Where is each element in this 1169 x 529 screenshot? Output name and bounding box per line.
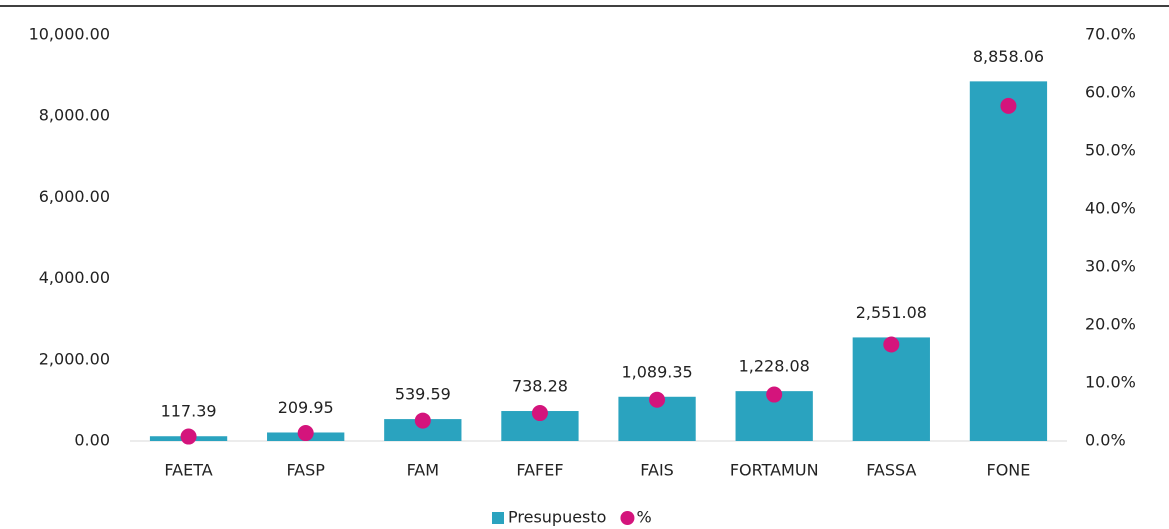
dot bbox=[531, 405, 548, 422]
x-tick-label: FAIS bbox=[640, 461, 674, 480]
dot bbox=[414, 412, 431, 429]
y-tick-label: 8,000.00 bbox=[39, 106, 110, 125]
dot bbox=[180, 428, 197, 445]
dot bbox=[766, 386, 783, 403]
data-label: 2,551.08 bbox=[856, 303, 927, 322]
y2-tick-label: 10.0% bbox=[1085, 373, 1136, 392]
legend-swatch bbox=[620, 511, 635, 525]
dot bbox=[1000, 97, 1017, 114]
legend-label: Presupuesto bbox=[508, 508, 606, 527]
legend-label: % bbox=[636, 508, 651, 527]
data-label: 209.95 bbox=[278, 398, 334, 417]
data-label: 1,228.08 bbox=[739, 357, 810, 376]
dot bbox=[297, 425, 314, 442]
bar bbox=[384, 419, 462, 441]
x-tick-label: FASSA bbox=[866, 461, 916, 480]
y2-tick-label: 50.0% bbox=[1085, 141, 1136, 160]
bar bbox=[852, 337, 930, 441]
data-label: 1,089.35 bbox=[621, 362, 692, 381]
x-tick-label: FAETA bbox=[164, 461, 212, 480]
y2-tick-label: 30.0% bbox=[1085, 257, 1136, 276]
y-tick-label: 2,000.00 bbox=[39, 349, 110, 368]
y-tick-label: 4,000.00 bbox=[39, 268, 110, 287]
x-tick-label: FAM bbox=[407, 461, 439, 480]
y2-tick-label: 40.0% bbox=[1085, 199, 1136, 218]
data-label: 117.39 bbox=[161, 402, 217, 421]
data-label: 8,858.06 bbox=[973, 47, 1044, 66]
dot bbox=[883, 336, 900, 353]
data-label: 539.59 bbox=[395, 385, 451, 404]
y2-tick-label: 70.0% bbox=[1085, 25, 1136, 44]
x-tick-label: FONE bbox=[987, 461, 1031, 480]
bar bbox=[969, 81, 1048, 441]
y-tick-label: 0.00 bbox=[74, 431, 110, 450]
y-tick-label: 10,000.00 bbox=[29, 25, 110, 44]
x-tick-label: FASP bbox=[286, 461, 325, 480]
dot bbox=[649, 391, 666, 408]
x-tick-label: FORTAMUN bbox=[730, 461, 819, 480]
y-tick-label: 6,000.00 bbox=[39, 187, 110, 206]
y2-tick-label: 0.0% bbox=[1085, 431, 1126, 450]
legend-swatch bbox=[492, 512, 504, 524]
y2-tick-label: 60.0% bbox=[1085, 83, 1136, 102]
y2-tick-label: 20.0% bbox=[1085, 315, 1136, 334]
data-label: 738.28 bbox=[512, 377, 568, 396]
x-tick-label: FAFEF bbox=[516, 461, 563, 480]
